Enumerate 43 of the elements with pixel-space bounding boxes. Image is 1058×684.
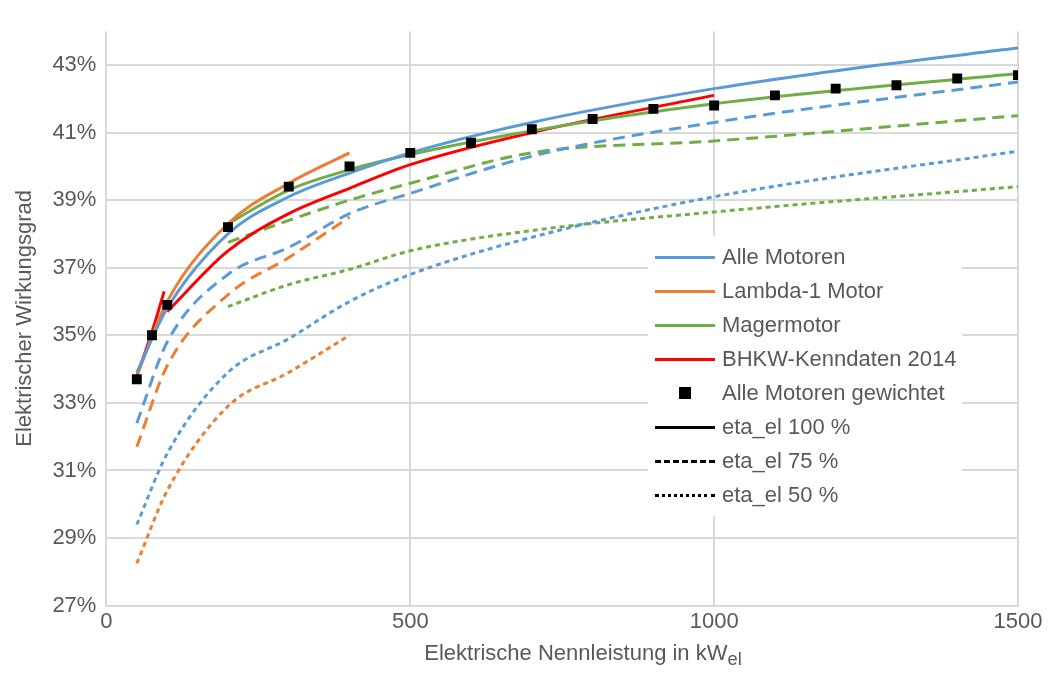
legend-label: Alle Motoren gewichtet bbox=[722, 380, 945, 406]
y-axis-title: Elektrischer Wirkungsgrad bbox=[11, 190, 37, 447]
point bbox=[709, 100, 720, 111]
point bbox=[648, 103, 659, 114]
point bbox=[223, 222, 233, 233]
y-tick-label: 29% bbox=[52, 524, 97, 550]
x-tick-label: 1500 bbox=[993, 607, 1043, 633]
legend-label: BHKW-Kenndaten 2014 bbox=[722, 346, 957, 372]
legend-label: Lambda-1 Motor bbox=[722, 278, 884, 304]
y-tick-label: 37% bbox=[52, 253, 97, 279]
point bbox=[147, 330, 157, 341]
x-tick-label: 0 bbox=[100, 607, 113, 633]
point bbox=[891, 80, 902, 91]
legend-label: eta_el 50 % bbox=[722, 482, 839, 508]
y-tick-label: 31% bbox=[52, 456, 97, 482]
y-tick-label: 27% bbox=[52, 591, 97, 617]
point bbox=[283, 181, 294, 192]
x-axis-title: Elektrische Nennleistung in kW$_{el}$ bbox=[423, 640, 743, 671]
legend-label: eta_el 100 % bbox=[722, 414, 851, 440]
legend-label: Magermotor bbox=[722, 312, 841, 338]
x-tick-label: 500 bbox=[391, 607, 429, 633]
y-tick-label: 43% bbox=[52, 51, 97, 77]
x-tick-label: 1000 bbox=[689, 607, 739, 633]
legend-label: Alle Motoren bbox=[722, 244, 846, 270]
line-series bbox=[226, 114, 1018, 244]
point bbox=[769, 90, 780, 101]
line-series bbox=[135, 215, 352, 449]
y-tick-label: 39% bbox=[52, 186, 97, 212]
point bbox=[830, 83, 841, 94]
point bbox=[405, 147, 416, 158]
point bbox=[526, 124, 537, 135]
point bbox=[131, 374, 142, 385]
point bbox=[587, 114, 598, 124]
legend-label: eta_el 75 % bbox=[722, 448, 839, 474]
line-series bbox=[135, 333, 352, 565]
y-tick-label: 35% bbox=[52, 321, 97, 347]
point bbox=[162, 299, 173, 310]
point bbox=[952, 73, 963, 84]
point bbox=[466, 137, 477, 148]
point bbox=[344, 161, 355, 172]
line-series bbox=[226, 185, 1018, 309]
y-tick-label: 33% bbox=[52, 388, 97, 414]
y-tick-label: 41% bbox=[52, 118, 97, 144]
